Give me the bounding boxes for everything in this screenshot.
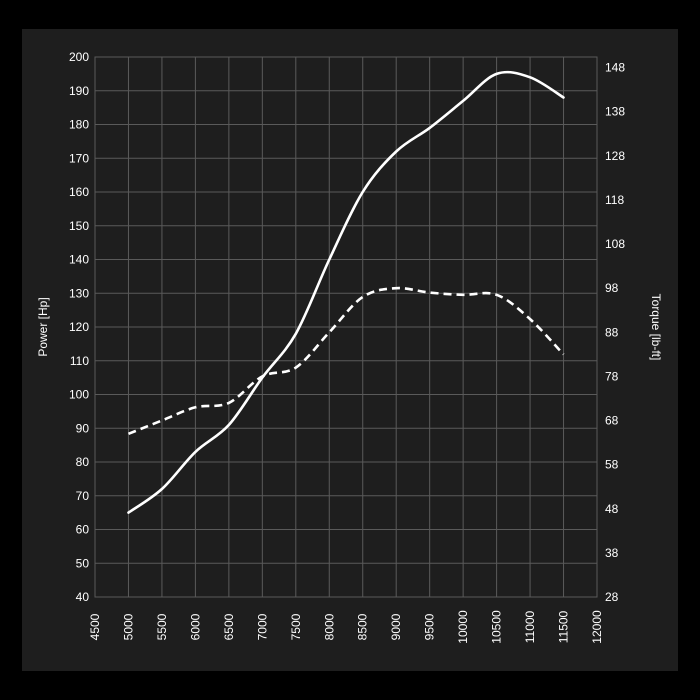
chart-panel: 40 50 60 70 80 90 100 110 120 130 140 150 160 170 180 1… <box>22 29 678 671</box>
y-right-tick-label: 88 <box>605 325 619 339</box>
x-tick-label: 8000 <box>322 613 336 640</box>
x-tick-label: 5000 <box>121 613 135 640</box>
x-tick-label: 4500 <box>88 613 102 640</box>
x-tick-label: 6000 <box>188 613 202 640</box>
y-right-tick-label: 58 <box>605 458 619 472</box>
y-right-tick-label: 138 <box>605 105 625 119</box>
tick-labels: 40 50 60 70 80 90 100 110 120 130 140 150 160 170 180 1… <box>69 50 625 644</box>
x-tick-label: 11500 <box>557 610 571 643</box>
y-left-tick-label: 120 <box>69 320 89 334</box>
x-tick-label: 6500 <box>222 613 236 640</box>
y-left-tick-label: 100 <box>69 388 89 402</box>
y-left-tick-label: 110 <box>70 354 89 368</box>
y-left-tick-label: 90 <box>76 421 90 435</box>
y-right-tick-label: 68 <box>605 414 619 428</box>
y-right-tick-label: 118 <box>605 193 624 207</box>
x-tick-label: 9000 <box>389 613 403 640</box>
y-left-tick-label: 130 <box>69 286 89 300</box>
y-right-tick-label: 128 <box>605 149 625 163</box>
y-axis-left-label: Power [Hp] <box>36 297 50 356</box>
grid <box>94 56 598 598</box>
y-left-tick-label: 60 <box>76 523 90 537</box>
y-left-tick-label: 40 <box>76 590 90 604</box>
y-right-tick-label: 38 <box>605 546 619 560</box>
y-right-tick-label: 28 <box>605 590 619 604</box>
x-tick-label: 7000 <box>255 613 269 640</box>
y-right-tick-label: 98 <box>605 281 619 295</box>
x-tick-label: 8500 <box>356 613 370 640</box>
y-right-tick-label: 108 <box>605 237 625 251</box>
y-left-tick-label: 80 <box>76 455 90 469</box>
x-tick-label: 12000 <box>590 610 604 644</box>
plot-border <box>94 56 598 598</box>
x-tick-label: 7500 <box>289 613 303 640</box>
y-right-tick-label: 48 <box>605 502 619 516</box>
series-layer <box>127 70 565 514</box>
x-tick-label: 10500 <box>490 610 504 644</box>
x-tick-label: 11000 <box>523 610 537 643</box>
y-left-tick-label: 70 <box>76 489 90 503</box>
y-left-tick-label: 150 <box>69 219 89 233</box>
y-left-tick-label: 160 <box>69 185 89 199</box>
y-left-tick-label: 180 <box>69 118 89 132</box>
x-tick-label: 9500 <box>423 613 437 640</box>
y-left-tick-label: 140 <box>69 253 89 267</box>
y-axis-right-label: Torque [lb-ft] <box>649 294 663 361</box>
x-tick-label: 5500 <box>155 613 169 640</box>
y-right-tick-label: 148 <box>605 61 625 75</box>
dyno-chart: 40 50 60 70 80 90 100 110 120 130 140 150 160 170 180 1… <box>36 50 663 644</box>
x-tick-label: 10000 <box>456 610 470 644</box>
y-left-tick-label: 200 <box>69 50 89 64</box>
y-left-tick-label: 50 <box>76 556 90 570</box>
y-left-tick-label: 190 <box>69 84 89 98</box>
y-left-tick-label: 170 <box>69 151 89 165</box>
power-line <box>127 70 565 514</box>
y-right-tick-label: 78 <box>605 369 619 383</box>
